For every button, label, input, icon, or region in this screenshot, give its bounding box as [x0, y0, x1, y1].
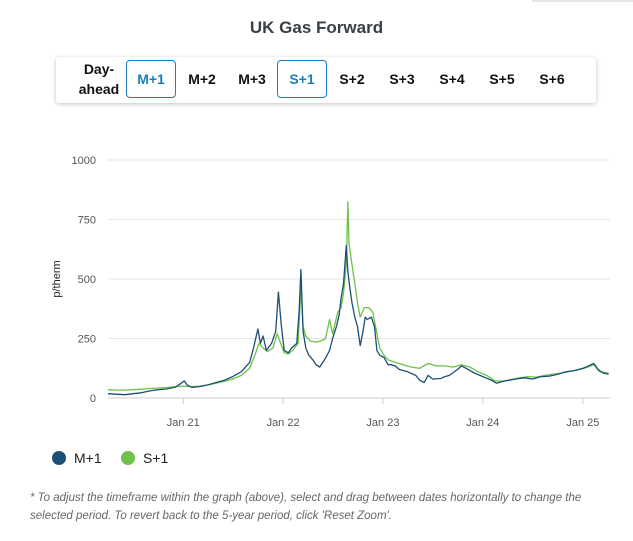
legend-item-m1[interactable]: M+1 — [52, 450, 102, 466]
page-title: UK Gas Forward — [249, 18, 384, 37]
y-tick-label: 750 — [78, 215, 96, 227]
legend-item-s1[interactable]: S+1 — [121, 450, 168, 466]
series-line-s1 — [107, 201, 609, 391]
series-line-m1 — [107, 245, 609, 396]
legend-label-s1: S+1 — [143, 450, 169, 466]
x-tick-label: Jan 21 — [167, 417, 200, 429]
x-tick-label: Jan 24 — [466, 417, 499, 429]
tab-m3[interactable]: M+3 — [238, 71, 266, 87]
tab-s6[interactable]: S+6 — [539, 71, 565, 87]
y-tick-label: 500 — [78, 274, 96, 286]
tab-s2[interactable]: S+2 — [339, 71, 365, 87]
tab-s3[interactable]: S+3 — [389, 71, 415, 87]
x-tick-label: Jan 22 — [267, 417, 300, 429]
zoom-instructions-note: * To adjust the timeframe within the gra… — [30, 492, 582, 522]
tab-m1[interactable]: M+1 — [126, 60, 176, 98]
tab-s5[interactable]: S+5 — [489, 71, 515, 87]
m1-legend-dot — [52, 451, 66, 465]
y-tick-label: 250 — [78, 334, 96, 346]
tab-day-ahead-line2: ahead — [78, 81, 120, 97]
tab-day-ahead[interactable]: Day- ahead — [64, 60, 134, 98]
y-tick-label: 0 — [90, 393, 96, 405]
legend-label-m1: M+1 — [74, 450, 102, 466]
x-tick-label: Jan 23 — [366, 417, 399, 429]
tab-s1[interactable]: S+1 — [277, 60, 327, 98]
x-tick-label: Jan 25 — [566, 417, 599, 429]
y-axis-label: p/therm — [51, 260, 63, 297]
price-chart[interactable]: 0 250 500 750 1000 Jan 21 Jan 22 Jan 23 Jan 24 Ja… — [0, 140, 633, 440]
top-right-edge — [532, 0, 633, 2]
contract-tab-bar: Day- ahead M+1 M+2 M+3 S+1 S+2 S+3 S+4 S… — [56, 57, 596, 103]
tab-day-ahead-line1: Day- — [83, 61, 115, 77]
y-tick-label: 1000 — [72, 155, 96, 167]
s1-legend-dot — [121, 451, 135, 465]
tab-m2[interactable]: M+2 — [188, 71, 216, 87]
tab-s4[interactable]: S+4 — [439, 71, 465, 87]
